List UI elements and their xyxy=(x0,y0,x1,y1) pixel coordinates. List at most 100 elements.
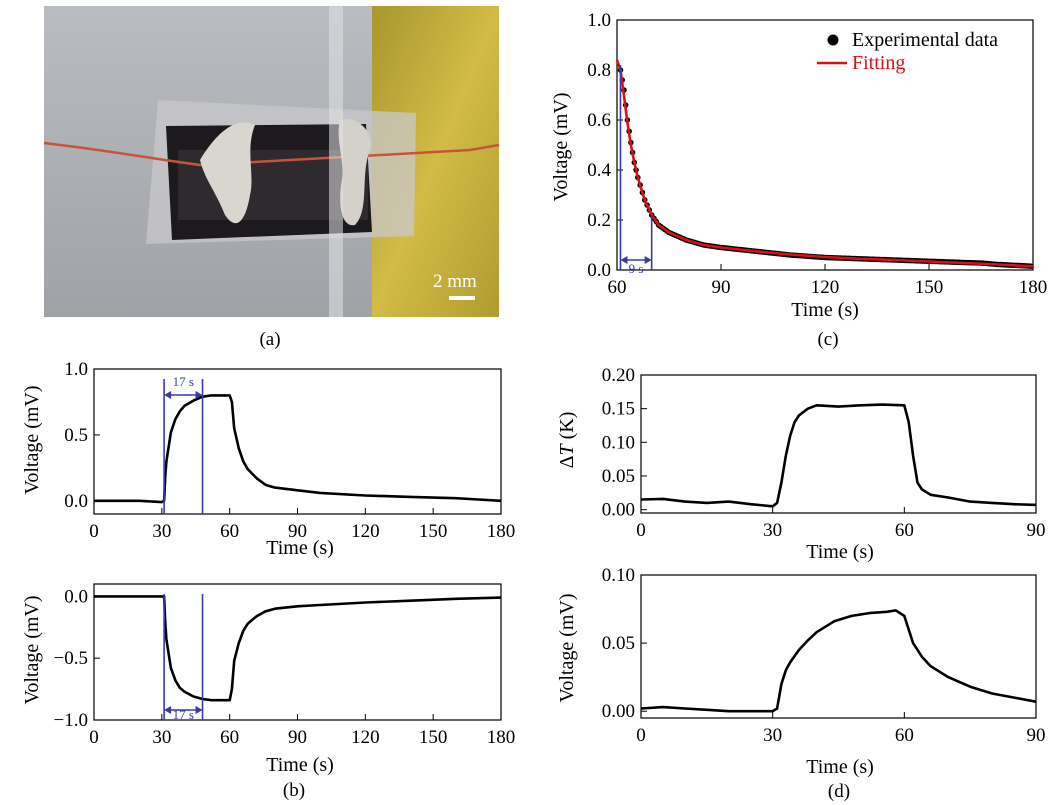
x-tick-label: 60 xyxy=(220,727,239,748)
chart-d2-frame xyxy=(640,574,1037,719)
chart-d1-ticks: 0 30 60 90 0.00 0.05 0.10 0.15 0.20 xyxy=(602,365,1046,541)
marker-label: 17 s xyxy=(173,374,194,389)
chart-b1-annotation: 17 s xyxy=(163,374,204,514)
chart-c-ticks: 60 90 120 150 180 0.0 0.2 0.4 0.6 0.8 1.0 xyxy=(587,10,1047,298)
x-tick-label: 150 xyxy=(419,521,448,542)
chart-b2-series xyxy=(94,595,502,702)
legend-label-fitting: Fitting xyxy=(852,52,905,74)
chart-d1-series xyxy=(640,403,1037,508)
x-tick-label: 60 xyxy=(895,725,914,746)
x-tick-label: 180 xyxy=(487,727,516,748)
chart-b1-frame xyxy=(93,368,502,515)
panel-label-a: (a) xyxy=(259,329,280,350)
chart-d1-frame xyxy=(640,374,1037,514)
chart-c-frame xyxy=(616,19,1034,271)
y-tick-label: 1.0 xyxy=(64,359,88,380)
x-tick-label: 90 xyxy=(712,277,731,298)
chart-d2: 0 30 60 90 0.00 0.05 0.10 Voltage (mV) Time (s… xyxy=(556,565,1046,778)
y-tick-label: −0.5 xyxy=(54,648,88,669)
chart-b2-frame xyxy=(93,583,502,721)
x-tick-label: 180 xyxy=(1019,277,1048,298)
marker-label: 17 s xyxy=(173,707,194,722)
y-tick-label: 0.0 xyxy=(64,586,88,607)
chart-b2-annotation: 17 s xyxy=(163,594,204,722)
support-rod xyxy=(329,6,343,317)
chart-b1-xlabel: Time (s) xyxy=(266,537,334,559)
chart-b2-ylabel: Voltage (mV) xyxy=(21,595,43,704)
chart-d1-ylabel: ΔT (K) xyxy=(556,412,578,469)
scale-bar-label: 2 mm xyxy=(433,271,477,292)
chart-c: 60 90 120 150 180 0.0 0.2 0.4 0.6 0.8 1.0 9 s Volt… xyxy=(550,10,1047,321)
chart-d2-ticks: 0 30 60 90 0.00 0.05 0.10 xyxy=(602,565,1046,746)
chart-d2-xlabel: Time (s) xyxy=(806,756,874,778)
x-tick-label: 90 xyxy=(1027,520,1046,541)
data-line xyxy=(640,609,1037,713)
copper-wire xyxy=(43,141,500,167)
x-tick-label: 180 xyxy=(487,521,516,542)
chart-c-ylabel: Voltage (mV) xyxy=(550,92,572,201)
panel-a-photo: 2 mm xyxy=(43,6,500,317)
x-tick-label: 0 xyxy=(89,521,99,542)
marker-arrow-left xyxy=(164,391,172,399)
x-tick-label: 60 xyxy=(895,520,914,541)
chart-c-legend: Experimental data Fitting xyxy=(817,29,998,74)
chart-d2-ylabel: Voltage (mV) xyxy=(556,593,578,702)
y-tick-label: 0.05 xyxy=(602,466,635,487)
y-tick-label: 0.05 xyxy=(602,633,635,654)
chart-b1-ticks: 0 30 60 90 120 150 180 0.0 0.5 1.0 xyxy=(64,359,515,542)
chart-d1-xlabel: Time (s) xyxy=(806,541,874,563)
fitting-line xyxy=(615,59,1034,268)
chart-d1-ylabel-unit: (K) xyxy=(556,412,578,445)
chart-b1-ylabel: Voltage (mV) xyxy=(21,385,43,494)
x-tick-label: 120 xyxy=(811,277,840,298)
x-tick-label: 120 xyxy=(351,727,380,748)
chart-c-annotation: 9 s xyxy=(619,65,653,276)
chart-b2-xlabel: Time (s) xyxy=(266,754,334,776)
y-tick-label: 0.15 xyxy=(602,399,635,420)
x-tick-label: 90 xyxy=(1027,725,1046,746)
y-tick-label: 0.00 xyxy=(602,500,635,521)
y-tick-label: 0.0 xyxy=(64,491,88,512)
marker-arrow-right xyxy=(195,391,203,399)
chart-c-xlabel: Time (s) xyxy=(791,299,859,321)
y-tick-label: 0.10 xyxy=(602,432,635,453)
legend-marker-experimental xyxy=(827,34,839,46)
x-tick-label: 30 xyxy=(152,521,171,542)
x-tick-label: 90 xyxy=(288,521,307,542)
y-tick-label: 0.00 xyxy=(602,701,635,722)
marker-arrow-right xyxy=(644,256,652,264)
legend-label-experimental: Experimental data xyxy=(852,29,998,51)
y-tick-label: 0.0 xyxy=(587,260,611,281)
data-line xyxy=(640,403,1037,508)
panel-label-d: (d) xyxy=(828,781,850,802)
scale-bar xyxy=(449,296,475,300)
x-tick-label: 150 xyxy=(915,277,944,298)
marker-arrow-right xyxy=(195,706,203,714)
x-tick-label: 120 xyxy=(351,521,380,542)
x-tick-label: 60 xyxy=(608,277,627,298)
x-tick-label: 30 xyxy=(763,520,782,541)
data-line xyxy=(94,394,502,504)
y-tick-label: 0.4 xyxy=(587,160,611,181)
x-tick-label: 90 xyxy=(288,727,307,748)
chart-d1: 0 30 60 90 0.00 0.05 0.10 0.15 0.20 ΔT (K) Time … xyxy=(556,365,1046,563)
chart-b2: 0 30 60 90 120 150 180 0.0 −0.5 −1.0 17 s Voltage… xyxy=(21,583,516,776)
silver-paste-left xyxy=(200,122,255,224)
y-tick-label: 0.2 xyxy=(587,210,611,231)
y-tick-label: 0.8 xyxy=(587,60,611,81)
silver-paste-right xyxy=(338,119,371,226)
chart-d2-series xyxy=(640,609,1037,713)
y-tick-label: 0.20 xyxy=(602,365,635,386)
x-tick-label: 60 xyxy=(220,521,239,542)
y-tick-label: −1.0 xyxy=(54,710,88,731)
marker-arrow-left xyxy=(620,256,628,264)
chart-b1: 0 30 60 90 120 150 180 0.0 0.5 1.0 17 s Voltage (… xyxy=(21,359,515,559)
x-tick-label: 0 xyxy=(636,520,646,541)
y-tick-label: 0.6 xyxy=(587,110,611,131)
chart-d1-ylabel-prefix: Δ xyxy=(556,455,578,468)
x-tick-label: 0 xyxy=(89,727,99,748)
x-tick-label: 150 xyxy=(419,727,448,748)
x-tick-label: 0 xyxy=(636,725,646,746)
chart-b1-series xyxy=(94,394,502,504)
